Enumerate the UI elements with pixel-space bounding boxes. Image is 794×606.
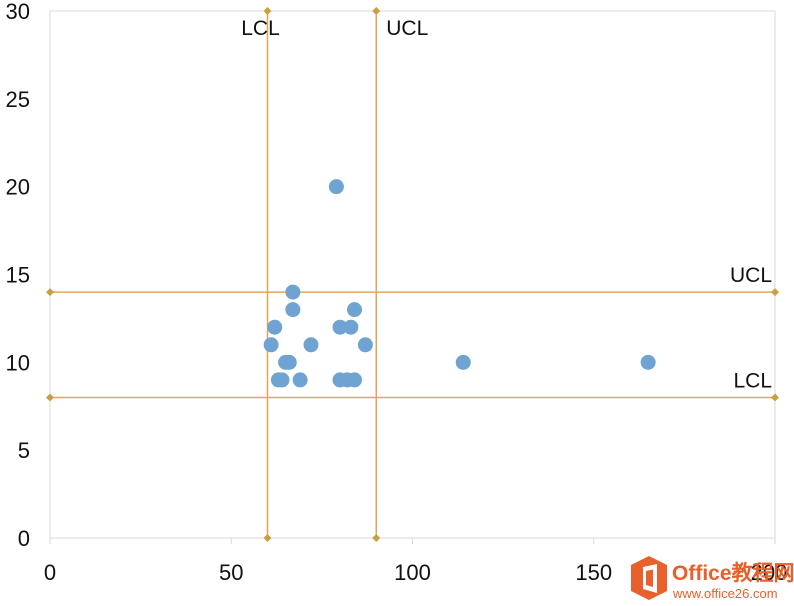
y-tick-label-4: 20 [6, 175, 30, 200]
y-axis-tick-labels: 0 5 10 15 20 25 30 [6, 0, 30, 551]
reference-line-horizontal-ucl: UCL [50, 264, 775, 293]
x-tick-label-4: 200 [751, 560, 788, 585]
data-point-17 [357, 337, 373, 353]
watermark: Office教程网 www.office26.com [631, 556, 794, 601]
reference-line-vertical-lcl: LCL [241, 11, 280, 538]
reference-lines: LCL UCL UCL LCL [46, 7, 779, 542]
data-point-14 [343, 319, 359, 335]
y-tick-label-6: 30 [6, 0, 30, 24]
x-tick-label-0: 0 [44, 560, 56, 585]
y-tick-label-1: 5 [18, 438, 30, 463]
y-tick-label-0: 0 [18, 526, 30, 551]
y-tick-label-2: 10 [6, 350, 30, 375]
data-point-11 [332, 319, 348, 335]
reference-label: UCL [386, 17, 428, 40]
reference-label: LCL [241, 17, 280, 40]
x-axis-tick-marks [49, 538, 776, 544]
y-tick-label-3: 15 [6, 263, 30, 288]
reference-marker-right [771, 393, 779, 402]
reference-marker-top [263, 7, 272, 15]
data-point-8 [292, 372, 308, 388]
data-point-15 [347, 302, 362, 318]
data-point-16 [347, 372, 362, 388]
data-point-19 [640, 354, 656, 370]
data-point-7 [285, 284, 301, 300]
office-logo-icon [631, 556, 667, 600]
y-tick-label-5: 25 [6, 87, 30, 112]
data-point-18 [455, 354, 471, 370]
reference-line-vertical-ucl: UCL [375, 11, 428, 538]
data-point-1 [267, 319, 283, 335]
plot-area-frame [49, 10, 776, 539]
reference-marker-bottom [263, 534, 272, 542]
reference-marker-left [46, 393, 54, 402]
x-tick-label-1: 50 [219, 560, 243, 585]
reference-line-horizontal-lcl: LCL [50, 369, 775, 399]
data-point-0 [263, 337, 279, 353]
watermark-title: Office教程网 [672, 561, 794, 585]
reference-marker-right [771, 288, 779, 297]
reference-marker-bottom [372, 534, 381, 542]
reference-label: LCL [733, 369, 772, 392]
data-point-5 [281, 354, 297, 370]
data-point-9 [303, 337, 319, 353]
data-point-6 [285, 302, 301, 318]
data-points [263, 179, 656, 388]
x-axis-tick-labels: 0 50 100 150 200 [44, 560, 787, 585]
reference-label: UCL [730, 264, 772, 287]
data-point-3 [274, 372, 290, 388]
reference-marker-left [46, 288, 54, 297]
x-tick-label-3: 150 [575, 560, 612, 585]
x-tick-label-2: 100 [394, 560, 431, 585]
data-point-10 [328, 179, 344, 195]
watermark-url: www.office26.com [672, 586, 778, 601]
reference-marker-top [372, 7, 381, 15]
